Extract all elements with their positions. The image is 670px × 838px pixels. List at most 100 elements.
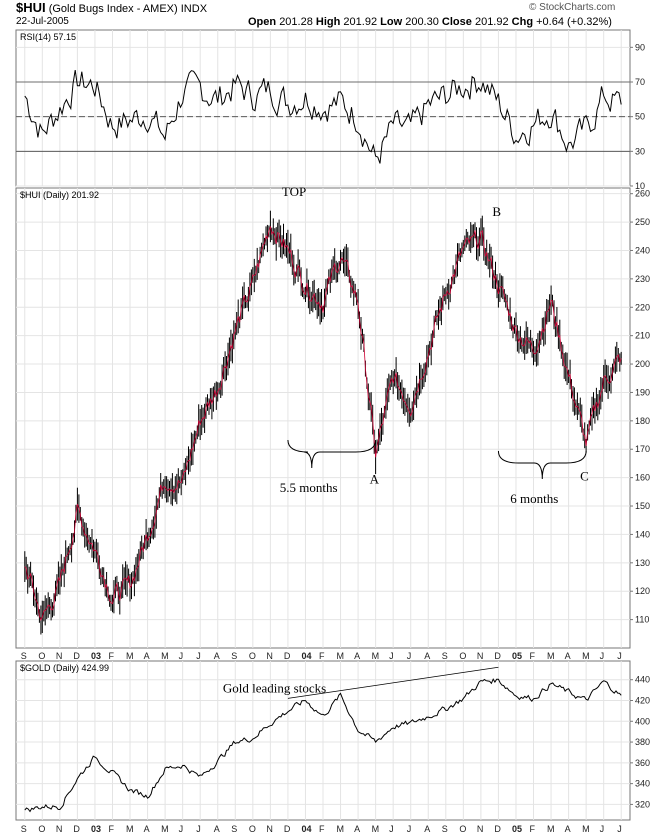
gold-x-tick-label: J — [196, 824, 201, 834]
hui-tick-label: 230 — [635, 274, 650, 284]
annotation-a: A — [370, 471, 380, 486]
hui-tick-label: 170 — [635, 444, 650, 454]
chg-value: +0.64 (+0.32%) — [536, 16, 612, 28]
gold-x-tick-label: J — [389, 824, 394, 834]
brace-label: 5.5 months — [280, 480, 338, 495]
hui-x-tick-label: M — [126, 651, 133, 661]
gold-x-tick-label: J — [179, 824, 184, 834]
gold-x-tick-label: A — [424, 824, 430, 834]
gold-x-tick-label: D — [284, 824, 291, 834]
hui-x-tick-label: 05 — [512, 651, 522, 661]
hui-tick-label: 130 — [635, 558, 650, 568]
gold-x-tick-label: A — [214, 824, 220, 834]
hui-x-tick-label: J — [600, 651, 605, 661]
hui-tick-label: 200 — [635, 359, 650, 369]
hui-x-tick-label: A — [144, 651, 150, 661]
gold-x-tick-label: J — [600, 824, 605, 834]
high-value: 201.92 — [343, 16, 378, 28]
chart-title: $HUI (Gold Bugs Index - AMEX) INDX — [16, 1, 208, 15]
gold-x-tick-label: F — [319, 824, 325, 834]
hui-x-tick-label: D — [284, 651, 291, 661]
gold-x-tick-label: S — [442, 824, 448, 834]
gold-tick-label: 320 — [635, 799, 650, 809]
close-value: 201.92 — [474, 16, 509, 28]
gold-x-tick-label: J — [617, 824, 622, 834]
hui-x-tick-label: N — [477, 651, 484, 661]
hui-tick-label: 260 — [635, 189, 650, 199]
gold-x-tick-label: J — [407, 824, 412, 834]
hui-x-tick-label: A — [214, 651, 220, 661]
hui-x-tick-label: M — [161, 651, 169, 661]
hui-x-tick-label: N — [56, 651, 63, 661]
hui-x-tick-label: J — [196, 651, 201, 661]
low-value: 200.30 — [405, 16, 439, 28]
hui-close-line — [24, 226, 622, 622]
hui-x-tick-label: 03 — [91, 651, 101, 661]
hui-x-tick-label: J — [617, 651, 622, 661]
symbol-name: (Gold Bugs Index - AMEX) — [48, 3, 178, 15]
gold-annotation-label: Gold leading stocks — [223, 680, 326, 695]
brace-label: 6 months — [510, 491, 558, 506]
hui-tick-label: 110 — [635, 615, 649, 625]
hui-x-tick-label: J — [407, 651, 412, 661]
hui-panel-label: $HUI (Daily) 201.92 — [20, 190, 99, 200]
gold-x-tick-label: M — [582, 824, 590, 834]
hui-tick-label: 150 — [635, 501, 650, 511]
chart-date: 22-Jul-2005 — [16, 16, 69, 27]
gold-x-tick-label: F — [108, 824, 114, 834]
hui-x-tick-label: A — [424, 651, 430, 661]
hui-tick-label: 180 — [635, 416, 650, 426]
gold-x-tick-label: M — [372, 824, 380, 834]
hui-x-tick-label: A — [565, 651, 571, 661]
brace — [497, 450, 587, 480]
hui-x-tick-label: 04 — [301, 651, 311, 661]
hui-x-tick-label: D — [73, 651, 80, 661]
hui-x-tick-label: S — [442, 651, 448, 661]
gold-x-tick-label: 03 — [91, 824, 101, 834]
hui-tick-label: 190 — [635, 387, 650, 397]
hui-x-tick-label: D — [494, 651, 501, 661]
rsi-tick-label: 30 — [635, 146, 645, 156]
annotation-top: TOP — [282, 184, 306, 199]
annotation-c: C — [580, 469, 589, 484]
rsi-tick-label: 50 — [635, 112, 645, 122]
gold-x-tick-label: D — [494, 824, 501, 834]
hui-x-tick-label: O — [38, 651, 45, 661]
gold-series-line — [24, 678, 622, 813]
hui-x-tick-label: N — [266, 651, 273, 661]
gold-x-tick-label: M — [161, 824, 169, 834]
hui-tick-label: 210 — [635, 331, 650, 341]
gold-x-tick-label: S — [231, 824, 237, 834]
gold-x-tick-label: O — [459, 824, 466, 834]
gold-tick-label: 420 — [635, 695, 650, 705]
hui-x-tick-label: M — [337, 651, 345, 661]
gold-tick-label: 440 — [635, 675, 650, 685]
hui-x-tick-label: S — [21, 651, 27, 661]
gold-x-tick-label: O — [249, 824, 256, 834]
ohlc-readout: Open 201.28 High 201.92 Low 200.30 Close… — [248, 16, 612, 28]
rsi-panel-label: RSI(14) 57.15 — [20, 32, 76, 42]
hui-tick-label: 120 — [635, 586, 650, 596]
gold-trend-line — [287, 666, 499, 699]
gold-tick-label: 340 — [635, 779, 650, 789]
hui-x-tick-label: M — [582, 651, 590, 661]
gold-x-tick-label: A — [565, 824, 571, 834]
rsi-tick-label: 10 — [635, 181, 645, 191]
rsi-tick-label: 90 — [635, 42, 645, 52]
exchange: INDX — [180, 3, 208, 15]
gold-x-tick-label: M — [547, 824, 555, 834]
gold-x-tick-label: M — [126, 824, 133, 834]
hui-tick-label: 240 — [635, 245, 650, 255]
gold-x-tick-label: M — [337, 824, 345, 834]
open-label: Open — [248, 16, 277, 28]
hui-x-tick-label: F — [319, 651, 325, 661]
annotation-b: B — [492, 204, 501, 219]
gold-x-tick-label: O — [38, 824, 45, 834]
hui-x-tick-label: M — [547, 651, 555, 661]
hui-tick-label: 140 — [635, 529, 650, 539]
hui-x-tick-label: F — [108, 651, 114, 661]
chg-label: Chg — [511, 16, 534, 28]
hui-x-tick-label: M — [372, 651, 380, 661]
gold-x-tick-label: 04 — [301, 824, 311, 834]
